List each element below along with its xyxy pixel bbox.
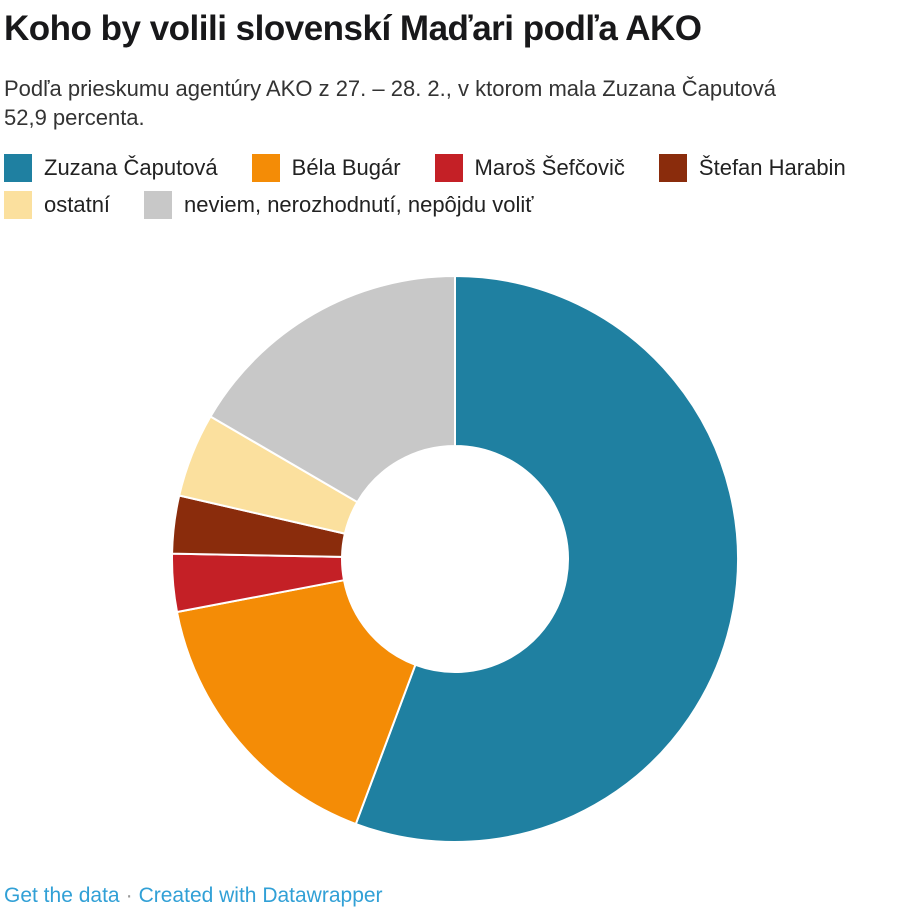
legend-color-swatch: [251, 154, 280, 183]
footer-separator: ·: [125, 884, 133, 907]
get-the-data-link[interactable]: Get the data: [4, 884, 120, 907]
legend-label: Maroš Šefčovič: [474, 155, 625, 181]
legend-item: Štefan Harabin: [658, 154, 846, 183]
legend-label: Štefan Harabin: [698, 155, 846, 181]
legend-color-swatch: [144, 191, 173, 220]
legend-color-swatch: [4, 154, 32, 183]
chart-footer: Get the data · Created with Datawrapper: [4, 884, 383, 908]
legend-item: Zuzana Čaputová: [4, 154, 218, 183]
legend-item: Maroš Šefčovič: [434, 154, 625, 183]
pie-slice-1[interactable]: [354, 275, 740, 844]
chart-subtitle: Podľa prieskumu agentúry AKO z 27. – 28.…: [4, 76, 776, 131]
legend-item: neviem, nerozhodnutí, nepôjdu voliť: [144, 191, 534, 220]
donut-chart: [171, 275, 740, 844]
legend-color-swatch: [434, 154, 463, 183]
pie-slice-2[interactable]: [176, 579, 417, 826]
legend-color-swatch: [658, 154, 687, 183]
page-title: Koho by volili slovenskí Maďari podľa AK…: [4, 9, 702, 48]
chart-legend: Zuzana Čaputová Béla Bugár Maroš Šefčovič Š…: [4, 154, 888, 220]
legend-item: Béla Bugár: [251, 154, 401, 183]
legend-label: ostatní: [44, 192, 111, 218]
legend-label: neviem, nerozhodnutí, nepôjdu voliť: [184, 192, 534, 218]
chart-page: Koho by volili slovenskí Maďari podľa AK…: [4, 9, 888, 907]
legend-label: Béla Bugár: [291, 155, 401, 181]
datawrapper-credit-link[interactable]: Created with Datawrapper: [138, 884, 383, 907]
legend-item: ostatní: [4, 191, 111, 220]
legend-color-swatch: [4, 191, 32, 220]
legend-label: Zuzana Čaputová: [44, 155, 218, 181]
pie-slice-6[interactable]: [209, 275, 456, 504]
